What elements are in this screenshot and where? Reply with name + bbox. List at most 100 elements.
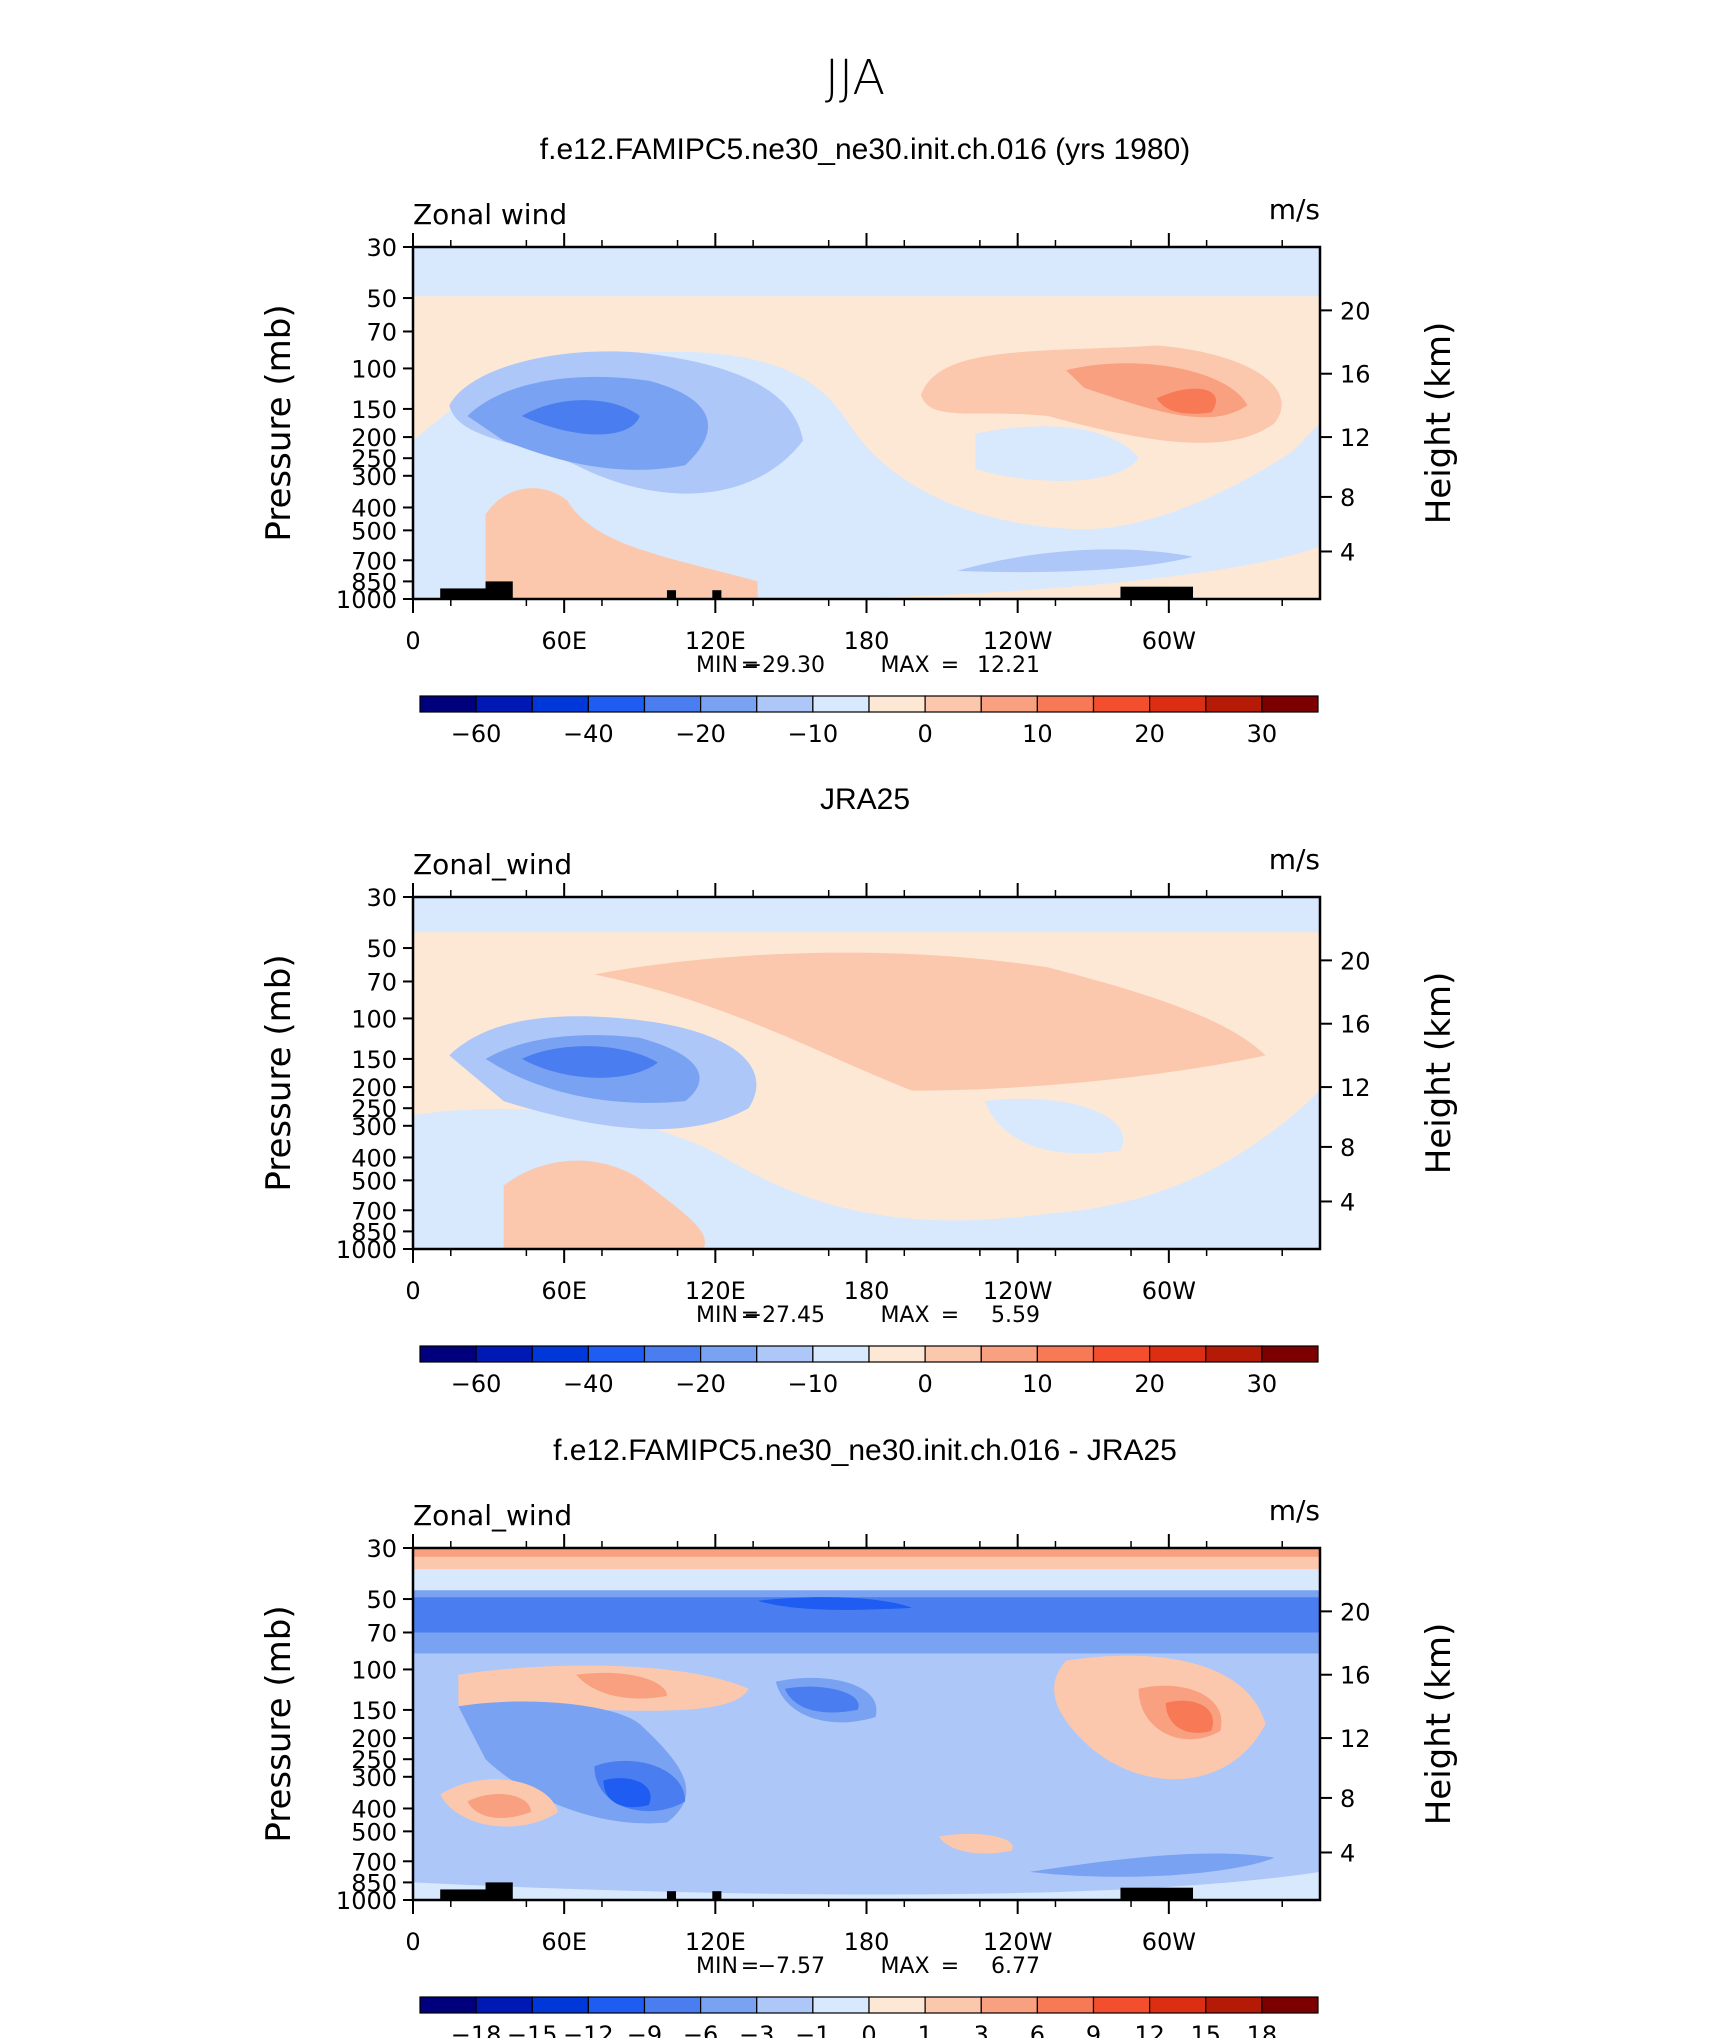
lon-tick-label: 0	[405, 627, 420, 655]
equals-sign: =	[741, 1303, 759, 1328]
colorbar-label: −9	[627, 2021, 662, 2038]
contour-region	[521, 400, 640, 435]
colorbar-swatch	[587, 695, 646, 713]
pressure-tick-label: 50	[366, 1586, 397, 1614]
contour-region	[485, 488, 758, 599]
max-label: MAX	[880, 1303, 929, 1328]
colorbar-label: 20	[1134, 1370, 1165, 1398]
pressure-tick-label: 100	[351, 355, 397, 383]
pressure-tick-label: 400	[351, 494, 397, 522]
colorbar-swatch	[531, 695, 589, 713]
pressure-tick-label: 100	[351, 1656, 397, 1684]
min-value: −27.45	[744, 1303, 825, 1328]
contour-region	[413, 1597, 1320, 1633]
lon-tick-label: 120E	[685, 1277, 746, 1305]
colorbar-swatch	[1205, 1996, 1263, 2014]
y-axis-title: Pressure (mb)	[259, 304, 299, 541]
pressure-tick-label: 850	[351, 1869, 397, 1897]
contour-region	[413, 1548, 1320, 1557]
colorbar-label: 12	[1134, 2021, 1165, 2038]
pressure-tick-label: 70	[366, 968, 397, 996]
contour-region	[576, 1672, 667, 1699]
min-value: −29.30	[744, 653, 825, 678]
colorbar-label: 15	[1190, 2021, 1221, 2038]
colorbar-swatch	[980, 695, 1038, 713]
colorbar-label: −60	[451, 720, 502, 748]
colorbar-swatch	[1149, 1345, 1207, 1363]
colorbar-swatch	[531, 1345, 589, 1363]
contour-region	[784, 1686, 859, 1713]
colorbar-swatch	[531, 1996, 589, 2014]
colorbar-label: −12	[563, 2021, 614, 2038]
colorbar-swatch	[700, 1345, 758, 1363]
colorbar-swatch	[1205, 1345, 1263, 1363]
colorbar-swatch	[700, 1996, 758, 2014]
pressure-tick-label: 250	[351, 445, 397, 473]
pressure-tick-label: 70	[366, 318, 397, 346]
colorbar-label: −60	[451, 1370, 502, 1398]
y2-axis-title: Height (km)	[1419, 972, 1459, 1175]
y-axis-title: Pressure (mb)	[259, 954, 299, 1191]
equals-sign: =	[941, 1303, 959, 1328]
contour-region	[503, 1160, 705, 1249]
height-tick-label: 16	[1340, 361, 1371, 389]
colorbar-swatch	[812, 1996, 870, 2014]
contour-region	[757, 1597, 912, 1610]
colorbar-label: −40	[563, 720, 614, 748]
equals-sign: =	[941, 653, 959, 678]
lon-tick-label: 60E	[541, 627, 587, 655]
pressure-tick-label: 500	[351, 517, 397, 545]
lon-tick-label: 120W	[983, 627, 1053, 655]
colorbar-swatch	[1261, 1996, 1319, 2014]
colorbar-label: 20	[1134, 720, 1165, 748]
topography	[440, 1889, 504, 1900]
colorbar-swatch	[1092, 1345, 1151, 1363]
colorbar-swatch	[756, 1345, 814, 1363]
colorbar-swatch	[924, 1345, 982, 1363]
colorbar-label: 0	[861, 2021, 876, 2038]
colorbar-label: 9	[1086, 2021, 1101, 2038]
min-label: MIN	[696, 653, 738, 678]
colorbar-label: 0	[917, 1370, 932, 1398]
pressure-tick-label: 30	[366, 884, 397, 912]
colorbar-swatch	[756, 1996, 814, 2014]
colorbar-swatch	[924, 695, 982, 713]
topography	[485, 1882, 513, 1900]
colorbar-swatch	[980, 1996, 1038, 2014]
panel-1: f.e12.FAMIPC5.ne30_ne30.init.ch.016 (yrs…	[259, 133, 1459, 748]
height-tick-label: 8	[1340, 1134, 1355, 1162]
colorbar-swatch	[868, 1345, 926, 1363]
pressure-tick-label: 150	[351, 396, 397, 424]
colorbar-label: −40	[563, 1370, 614, 1398]
contour-region	[975, 426, 1139, 481]
colorbar-swatch	[643, 1345, 702, 1363]
colorbar-swatch	[475, 1996, 533, 2014]
pressure-tick-label: 150	[351, 1046, 397, 1074]
colorbar-swatch	[643, 695, 702, 713]
colorbar-label: 3	[974, 2021, 989, 2038]
pressure-tick-label: 200	[351, 424, 397, 452]
max-value: 6.77	[991, 1954, 1040, 1979]
lon-tick-label: 0	[405, 1928, 420, 1956]
contour-region	[1029, 1853, 1275, 1877]
colorbar-swatch	[1149, 1996, 1207, 2014]
colorbar-label: −20	[675, 720, 726, 748]
colorbar-swatch	[419, 1345, 477, 1363]
equals-sign: =	[741, 1954, 759, 1979]
max-value: 5.59	[991, 1303, 1040, 1328]
pressure-tick-label: 200	[351, 1074, 397, 1102]
colorbar-label: −15	[507, 2021, 558, 2038]
height-tick-label: 8	[1340, 1785, 1355, 1813]
pressure-tick-label: 70	[366, 1619, 397, 1647]
colorbar-swatch	[1261, 1345, 1319, 1363]
contour-region	[939, 1833, 1013, 1854]
panel-title: JRA25	[820, 783, 910, 816]
variable-label: Zonal wind	[413, 198, 567, 231]
colorbar: −60 −40 −20 −10 0 10 20 30	[419, 695, 1319, 748]
topography	[440, 588, 504, 599]
pressure-tick-label: 50	[366, 285, 397, 313]
colorbar: −18 −15 −12 −9 −6 −3 −1 0 1 3 6 9 12 15 18	[419, 1996, 1319, 2038]
lon-tick-label: 120W	[983, 1928, 1053, 1956]
